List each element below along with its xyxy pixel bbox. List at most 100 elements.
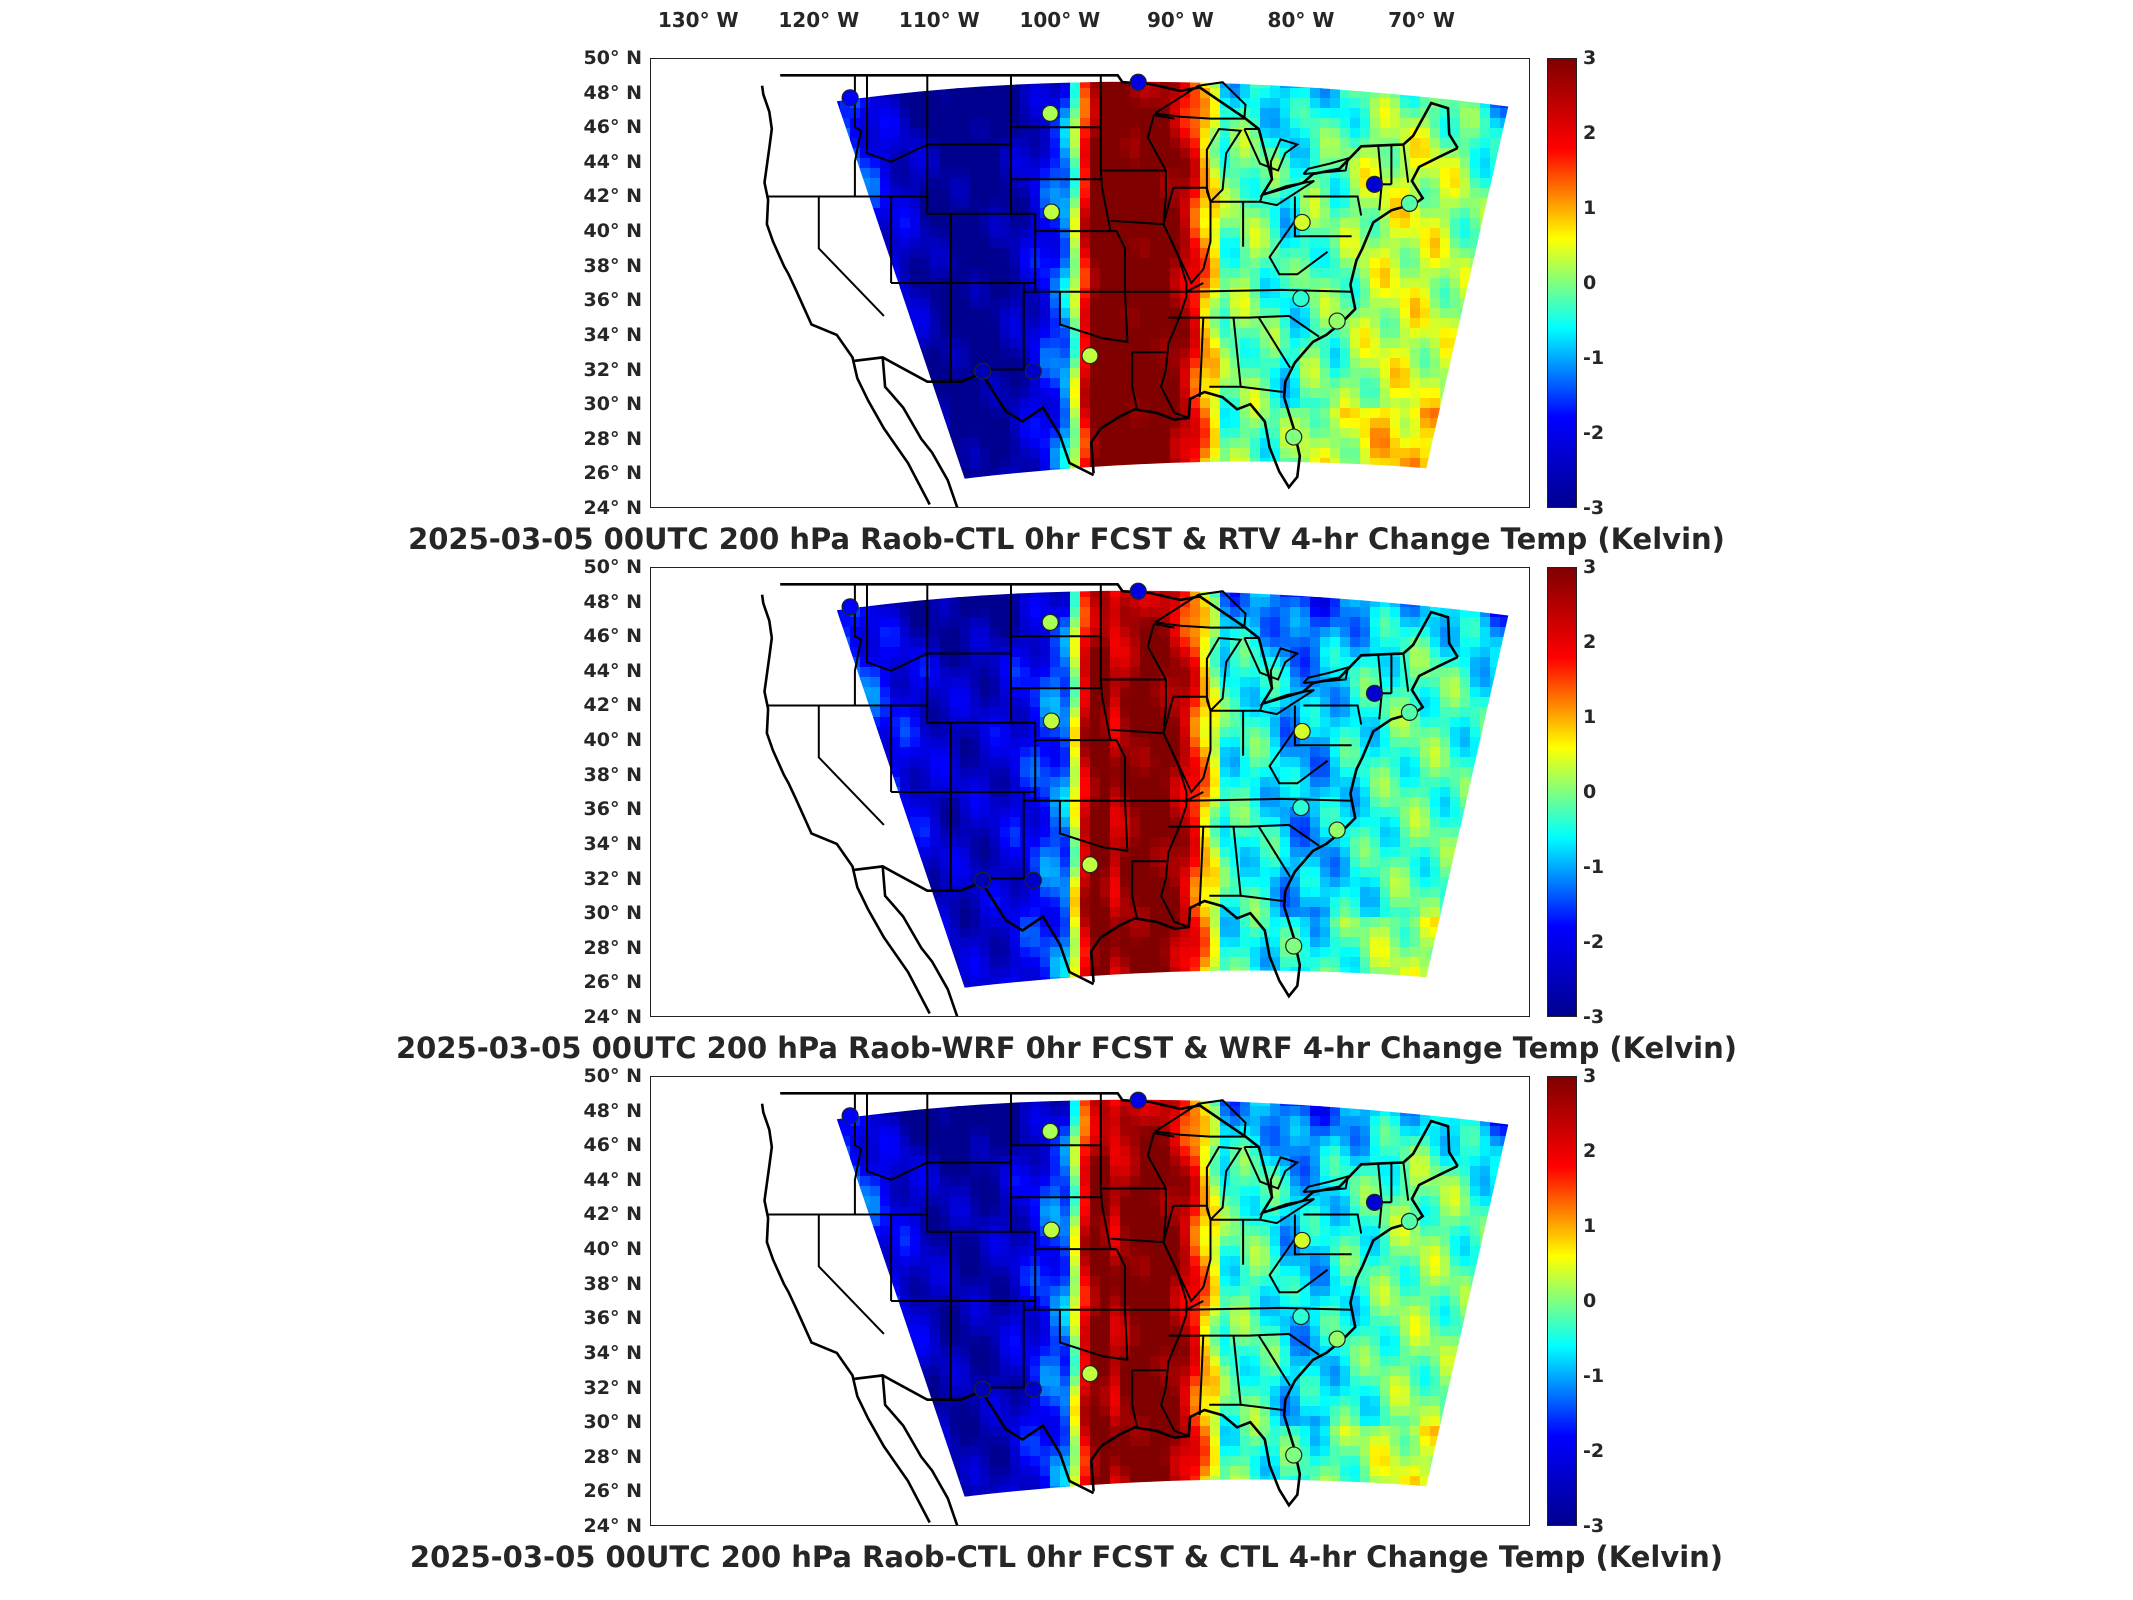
state-border bbox=[1146, 113, 1175, 171]
state-border bbox=[817, 196, 885, 317]
lat-tick-label: 46° N bbox=[583, 1134, 642, 1157]
lat-tick-label: 38° N bbox=[583, 1272, 642, 1295]
lat-tick-label: 38° N bbox=[583, 763, 642, 786]
raob-station-marker bbox=[1292, 1307, 1310, 1326]
colorbar bbox=[1547, 1076, 1577, 1526]
state-border bbox=[980, 1301, 1025, 1389]
lon-tick-label: 120° W bbox=[778, 8, 860, 32]
lat-tick-label: 36° N bbox=[583, 798, 642, 821]
state-border bbox=[1198, 317, 1205, 398]
lat-tick-label: 46° N bbox=[583, 116, 642, 139]
colorbar-tick-label: 2 bbox=[1583, 1140, 1597, 1162]
temperature-anomaly-map bbox=[650, 567, 1530, 1017]
raob-station-marker bbox=[841, 598, 859, 616]
coastline bbox=[853, 356, 1095, 477]
state-border bbox=[1023, 1248, 1126, 1311]
state-border bbox=[1240, 385, 1284, 393]
state-border bbox=[1303, 1213, 1363, 1234]
lat-tick-label: 44° N bbox=[583, 1168, 642, 1191]
colorbar-ticks: 3 2 1 0 -1 -2 -3 bbox=[1583, 1065, 1643, 1537]
state-border bbox=[1185, 282, 1352, 293]
lat-tick-label: 34° N bbox=[583, 1341, 642, 1364]
great-lake bbox=[1302, 1174, 1350, 1193]
coastline bbox=[760, 85, 931, 506]
state-border bbox=[1209, 1335, 1242, 1406]
state-border bbox=[866, 1093, 928, 1181]
state-border bbox=[1257, 317, 1291, 369]
great-lake bbox=[1259, 1197, 1315, 1225]
colorbar-tick-label: -2 bbox=[1583, 931, 1605, 953]
state-border bbox=[1198, 1335, 1205, 1416]
great-lake bbox=[1154, 1099, 1247, 1138]
great-lake bbox=[1259, 688, 1315, 716]
raob-station-marker bbox=[1041, 1122, 1059, 1140]
raob-station-marker bbox=[1328, 1330, 1346, 1348]
colorbar-ticks: 3 2 1 0 -1 -2 -3 bbox=[1583, 47, 1643, 519]
great-lake bbox=[1302, 665, 1350, 684]
colorbar-tick-label: -3 bbox=[1583, 497, 1605, 519]
lat-tick-label: 32° N bbox=[583, 358, 642, 381]
lat-tick-label: 26° N bbox=[583, 462, 642, 485]
colorbar-ticks: 3 2 1 0 -1 -2 -3 bbox=[1583, 556, 1643, 1028]
lat-tick-label: 26° N bbox=[583, 971, 642, 994]
raob-station-marker bbox=[1042, 712, 1061, 730]
colorbar-tick-label: 0 bbox=[1583, 781, 1597, 803]
state-border bbox=[1209, 826, 1242, 897]
map-frame bbox=[650, 58, 1530, 508]
lat-tick-label: 50° N bbox=[583, 1065, 642, 1087]
coastline bbox=[760, 1103, 931, 1524]
lat-tick-label: 24° N bbox=[583, 1006, 642, 1028]
state-border bbox=[1168, 823, 1320, 847]
lat-tick-label: 42° N bbox=[583, 694, 642, 717]
coastline bbox=[881, 1375, 959, 1526]
lat-tick-label: 30° N bbox=[583, 393, 642, 416]
raob-station-marker bbox=[1400, 1212, 1419, 1230]
state-border bbox=[1023, 230, 1126, 293]
lon-tick-label: 70° W bbox=[1388, 8, 1455, 32]
state-border bbox=[926, 1162, 1036, 1233]
raob-station-marker bbox=[1042, 1221, 1061, 1239]
lon-tick-label: 100° W bbox=[1019, 8, 1101, 32]
coastline bbox=[760, 594, 931, 1015]
state-border bbox=[1293, 1214, 1352, 1256]
raob-station-marker bbox=[1081, 347, 1099, 365]
raob-station-marker bbox=[1293, 722, 1311, 741]
lat-tick-label: 44° N bbox=[583, 150, 642, 173]
state-border bbox=[980, 283, 1025, 371]
lon-tick-label: 110° W bbox=[898, 8, 980, 32]
state-border bbox=[1131, 352, 1138, 410]
latitude-axis: 50° N 48° N 46° N 44° N 42° N 40° N 38° N 36° N… bbox=[0, 556, 650, 1028]
state-border bbox=[1058, 291, 1129, 343]
raob-station-marker bbox=[1129, 73, 1147, 91]
state-border bbox=[1131, 861, 1138, 919]
great-lake bbox=[1205, 127, 1243, 204]
lat-tick-label: 28° N bbox=[583, 1445, 642, 1468]
colorbar-tick-label: 3 bbox=[1583, 47, 1597, 69]
state-border bbox=[866, 75, 928, 163]
lat-tick-label: 26° N bbox=[583, 1480, 642, 1503]
lat-tick-label: 24° N bbox=[583, 497, 642, 519]
great-lake bbox=[1243, 128, 1300, 180]
raob-station-marker bbox=[1292, 798, 1310, 817]
state-border bbox=[1268, 729, 1329, 785]
state-border bbox=[1185, 1300, 1352, 1311]
lat-tick-label: 24° N bbox=[583, 1515, 642, 1537]
lat-tick-label: 48° N bbox=[583, 1099, 642, 1122]
state-border bbox=[853, 75, 863, 197]
lat-tick-label: 28° N bbox=[583, 936, 642, 959]
state-border bbox=[1058, 1309, 1129, 1361]
state-border bbox=[1293, 196, 1352, 238]
state-border bbox=[853, 1093, 863, 1215]
state-border bbox=[980, 792, 1025, 880]
coastline bbox=[853, 865, 1095, 986]
state-border bbox=[1110, 219, 1164, 226]
state-border bbox=[1146, 622, 1175, 680]
raob-station-marker bbox=[1285, 1446, 1303, 1464]
state-border bbox=[1257, 826, 1291, 878]
state-border bbox=[1268, 1238, 1329, 1294]
lat-tick-label: 46° N bbox=[583, 625, 642, 648]
colorbar-tick-label: -3 bbox=[1583, 1006, 1605, 1028]
colorbar-tick-label: -1 bbox=[1583, 347, 1605, 369]
latitude-axis: 50° N 48° N 46° N 44° N 42° N 40° N 38° N 36° N… bbox=[0, 1065, 650, 1537]
raob-station-marker bbox=[1365, 175, 1384, 193]
